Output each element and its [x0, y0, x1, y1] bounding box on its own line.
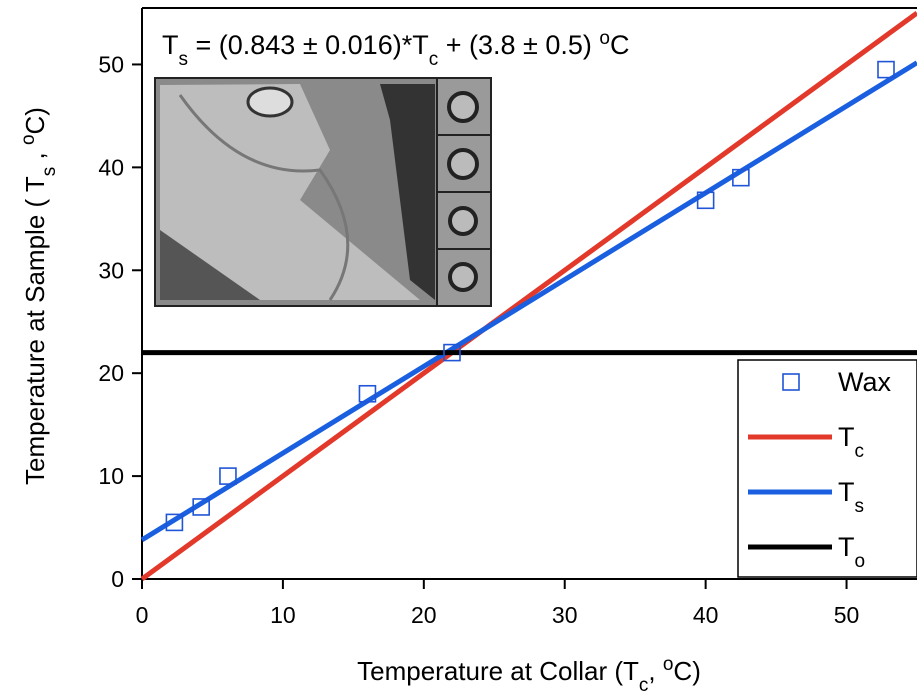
x-tick-label: 0 [136, 602, 149, 628]
x-tick-label: 50 [834, 602, 860, 628]
text-segment: c [639, 675, 649, 696]
text-segment: T [838, 477, 855, 507]
text-segment: c [855, 441, 865, 462]
text-segment: s [855, 496, 865, 517]
text-segment: s [179, 49, 189, 70]
legend-box [737, 359, 917, 578]
y-tick-label: 10 [98, 463, 124, 489]
data-point [192, 498, 210, 516]
y-tick-label: 30 [98, 257, 124, 283]
data-point [732, 168, 750, 187]
text-segment: C) [673, 656, 700, 686]
text-segment: , [20, 145, 50, 167]
text-segment: o [599, 28, 610, 49]
fit-line [140, 10, 917, 582]
text-segment: Wax [838, 367, 891, 397]
inset-image [154, 77, 492, 307]
annotation: Ts = (0.843 ± 0.016)*Tc + (3.8 ± 0.5) oC [162, 28, 629, 70]
text-segment: + (3.8 ± 0.5) [438, 30, 599, 60]
text-segment: T [838, 422, 855, 452]
text-segment: T [838, 532, 855, 562]
legend-marker [782, 373, 800, 391]
data-point [877, 60, 895, 79]
text-segment: o [18, 134, 39, 145]
legend-label: To [838, 532, 865, 572]
data-point [696, 191, 715, 210]
y-tick-label: 0 [111, 566, 124, 592]
text-segment: o [663, 654, 674, 675]
y-tick-label: 50 [98, 51, 124, 77]
data-point [358, 384, 377, 403]
text-segment: T [162, 30, 179, 60]
x-tick-label: 30 [552, 602, 578, 628]
x-tick-label: 40 [693, 602, 719, 628]
y-axis-title: Temperature at Sample ( Ts , oC) [18, 107, 60, 485]
y-tick-label: 40 [98, 154, 124, 180]
data-point [443, 343, 461, 362]
text-segment: Temperature at Sample ( T [20, 176, 50, 485]
data-point [219, 467, 237, 485]
legend-label: Tc [838, 422, 864, 462]
x-tick-label: 20 [411, 602, 437, 628]
data-point [165, 513, 184, 532]
text-segment: = (0.843 ± 0.016)*T [188, 30, 429, 60]
text-segment: o [855, 551, 866, 572]
text-segment: Temperature at Collar (T [357, 656, 639, 686]
y-tick-label: 20 [98, 360, 124, 386]
text-segment: c [429, 49, 439, 70]
x-axis-title: Temperature at Collar (Tc, oC) [357, 654, 701, 696]
legend-label: Wax [838, 367, 891, 397]
fit-line [140, 60, 917, 543]
text-segment: C [610, 30, 630, 60]
x-tick-label: 10 [270, 602, 296, 628]
legend-label: Ts [838, 477, 864, 517]
text-segment: , [648, 656, 662, 686]
text-segment: s [39, 167, 60, 177]
text-segment: C) [20, 107, 50, 134]
